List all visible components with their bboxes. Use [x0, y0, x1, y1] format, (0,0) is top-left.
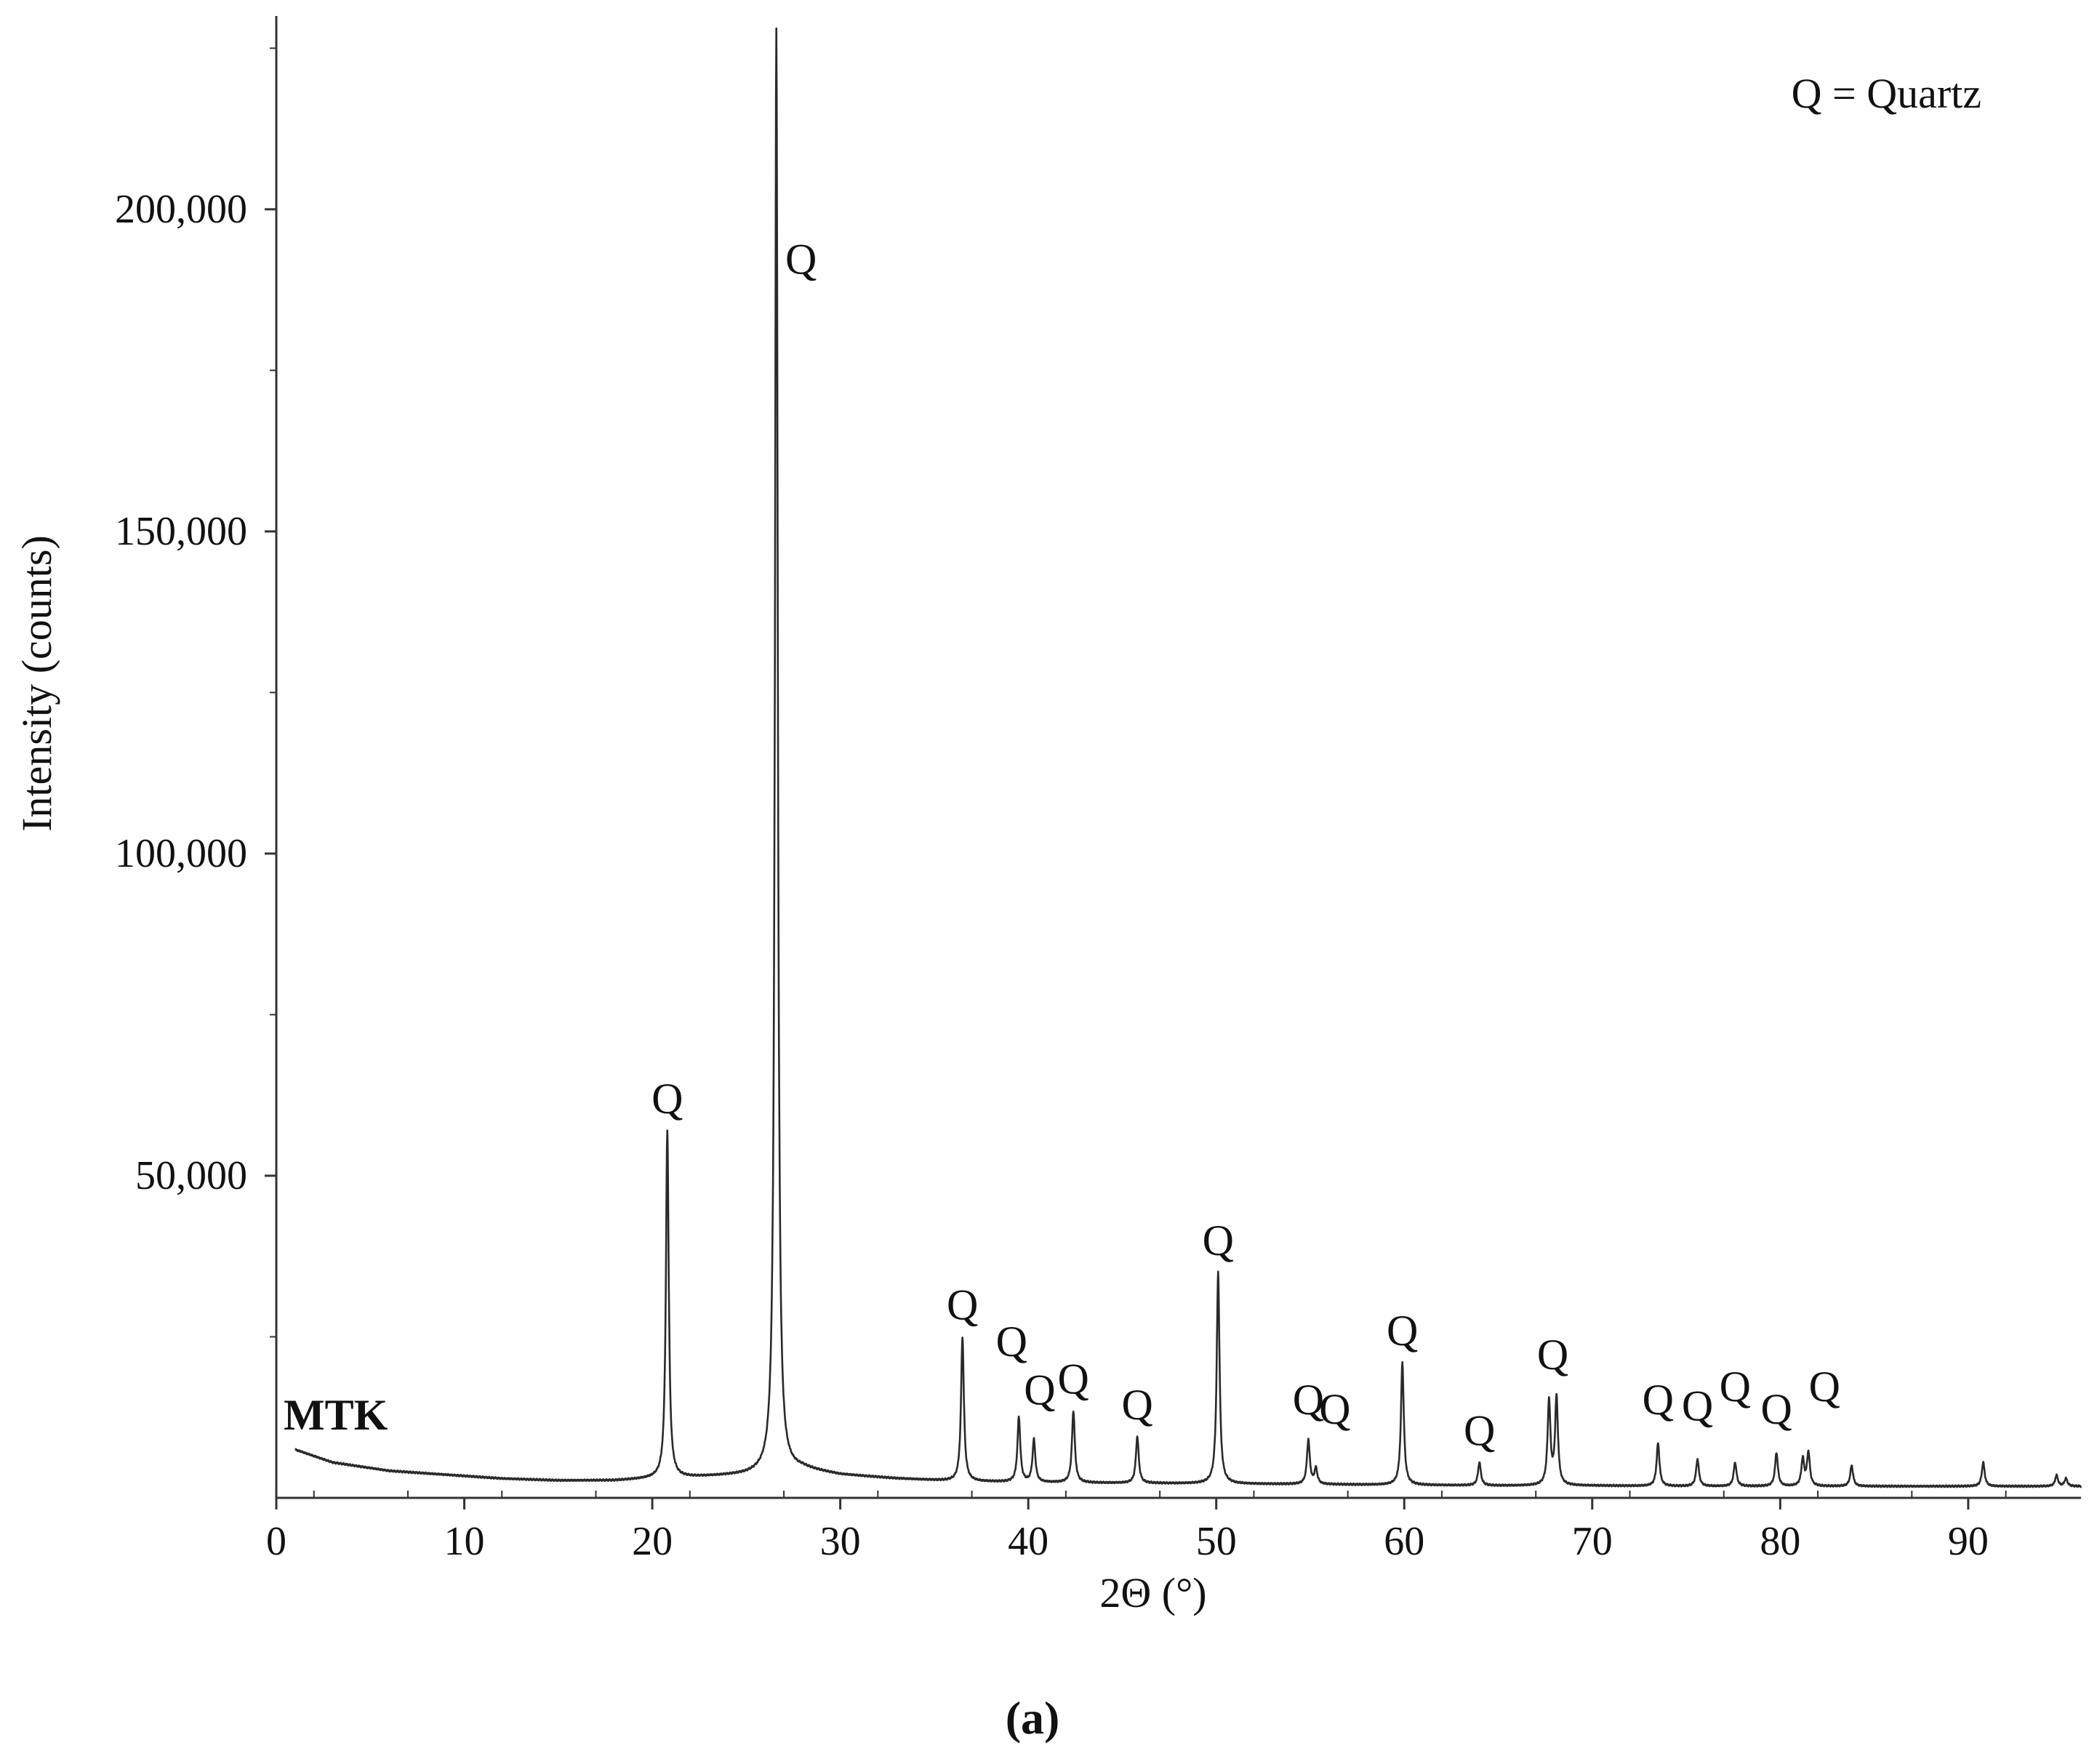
x-tick-label: 30 — [820, 1519, 861, 1564]
peak-label-q: Q — [1809, 1363, 1840, 1411]
peak-label-q: Q — [651, 1075, 683, 1123]
peak-label-q: Q — [1682, 1382, 1713, 1430]
x-tick-label: 10 — [444, 1519, 485, 1564]
peak-label-q: Q — [1319, 1385, 1350, 1433]
x-tick-label: 50 — [1196, 1519, 1237, 1564]
y-tick-label: 150,000 — [115, 509, 247, 554]
sample-label: MTK — [284, 1391, 388, 1439]
y-tick-label: 50,000 — [135, 1153, 247, 1198]
peak-label-q: Q — [1464, 1406, 1495, 1454]
x-tick-label: 0 — [266, 1519, 286, 1564]
peak-label-q: Q — [1760, 1385, 1792, 1433]
peak-label-q: Q — [1058, 1355, 1089, 1403]
legend-text: Q = Quartz — [1792, 70, 1981, 117]
x-tick-label: 60 — [1384, 1519, 1424, 1564]
peak-label-q: Q — [1024, 1366, 1055, 1414]
x-tick-label: 80 — [1760, 1519, 1800, 1564]
x-ticks: 0 10 20 30 40 50 60 70 80 90 — [266, 1491, 2007, 1564]
peak-label-q: Q — [1387, 1307, 1418, 1355]
panel-label: (a) — [1006, 1692, 1060, 1744]
diffraction-trace — [294, 27, 2082, 1488]
x-tick-label: 20 — [632, 1519, 673, 1564]
peak-label-q: Q — [1643, 1376, 1674, 1424]
y-tick-label: 200,000 — [115, 187, 247, 232]
peak-label-q: Q — [1203, 1216, 1234, 1264]
x-axis-title: 2Θ (°) — [1099, 1569, 1206, 1616]
peak-label-q: Q — [1537, 1331, 1568, 1379]
peak-label-q: Q — [996, 1318, 1027, 1366]
y-tick-label: 100,000 — [115, 831, 247, 876]
x-tick-label: 40 — [1008, 1519, 1048, 1564]
y-axis-title: Intensity (counts) — [13, 535, 60, 832]
axes — [275, 16, 2081, 1499]
x-tick-label: 70 — [1572, 1519, 1613, 1564]
peak-label-q: Q — [785, 235, 817, 283]
x-tick-label: 90 — [1948, 1519, 1989, 1564]
y-ticks: 50,000 100,000 150,000 200,000 — [115, 47, 276, 1338]
peak-label-q: Q — [1293, 1376, 1324, 1424]
peak-label-q: Q — [1121, 1381, 1152, 1429]
peak-label-q: Q — [947, 1280, 978, 1328]
peak-label-q: Q — [1720, 1363, 1751, 1411]
